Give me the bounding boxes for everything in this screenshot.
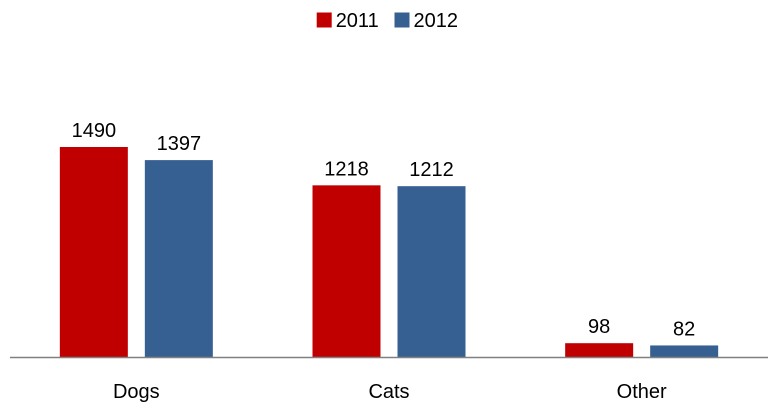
- data-label-cats-2012: 1212: [409, 159, 454, 181]
- bars: [59, 147, 719, 357]
- data-label-dogs-2011: 1490: [72, 120, 117, 142]
- data-label-cats-2011: 1218: [324, 158, 369, 180]
- legend-label-2011: 2011: [336, 10, 379, 32]
- legend-swatch-2012: [394, 12, 410, 28]
- data-label-dogs-2012: 1397: [157, 133, 202, 155]
- data-labels: 1490 1397 1218 1212 98 82: [72, 120, 696, 340]
- bar-other-2012: [650, 345, 719, 357]
- legend-label-2012: 2012: [414, 10, 459, 32]
- bar-cats-2011: [312, 185, 381, 357]
- x-tick-labels: Dogs Cats Other: [113, 381, 667, 403]
- x-tick-label-cats: Cats: [368, 381, 409, 403]
- legend-swatch-2011: [316, 12, 332, 28]
- x-tick-label-dogs: Dogs: [113, 381, 160, 403]
- bar-other-2011: [565, 343, 634, 357]
- legend: 2011 2012: [316, 10, 459, 32]
- data-label-other-2011: 98: [588, 316, 610, 338]
- x-tick-label-other: Other: [617, 381, 667, 403]
- data-label-other-2012: 82: [673, 318, 695, 340]
- bar-dogs-2011: [59, 147, 128, 357]
- bar-cats-2012: [397, 186, 466, 357]
- bar-dogs-2012: [144, 160, 213, 357]
